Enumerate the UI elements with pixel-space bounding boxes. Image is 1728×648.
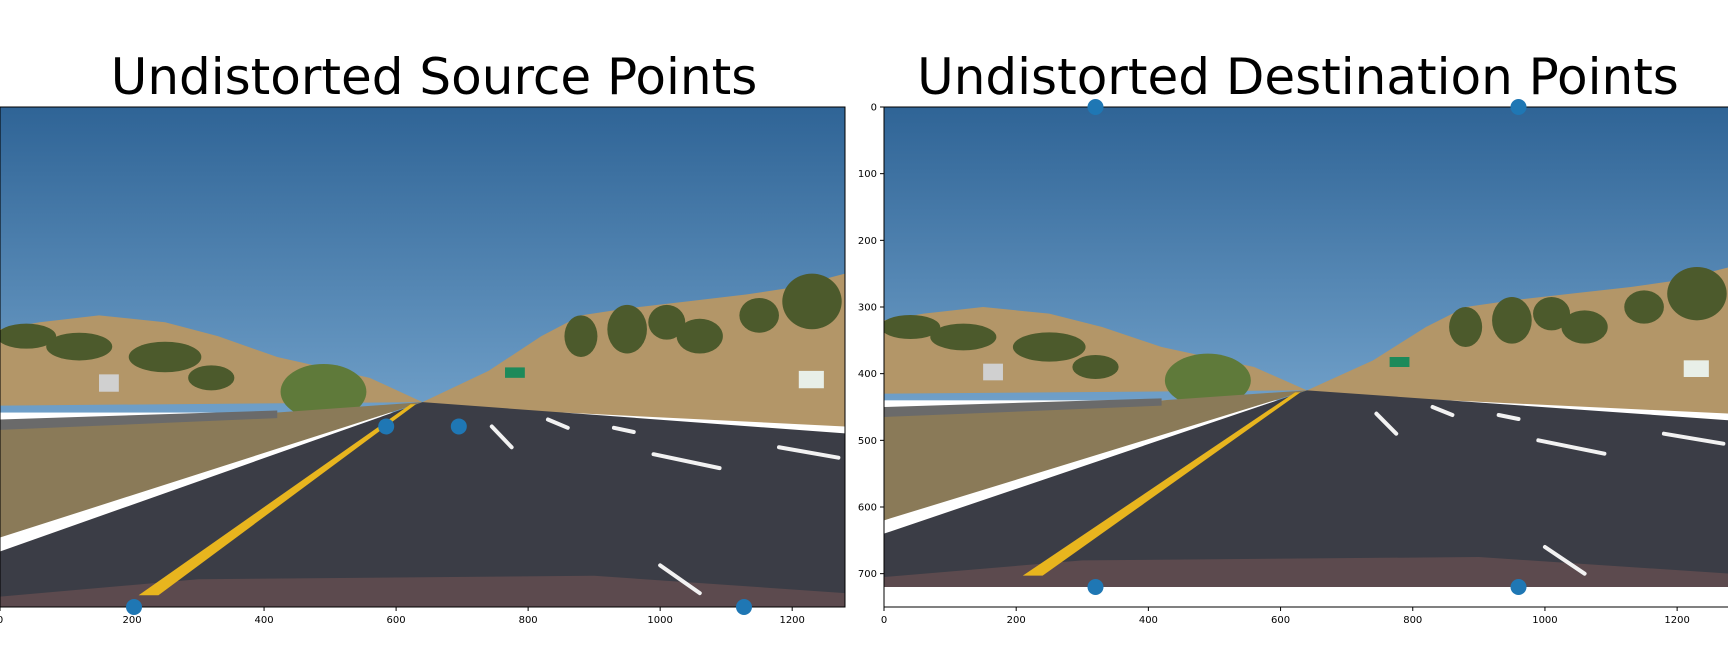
tree bbox=[782, 273, 842, 330]
tree bbox=[128, 341, 202, 373]
y-tick-label: 500 bbox=[858, 436, 877, 447]
tree bbox=[1492, 297, 1532, 344]
x-tick-label: 400 bbox=[255, 615, 274, 626]
x-tick-label: 200 bbox=[122, 615, 141, 626]
tree bbox=[1533, 297, 1571, 331]
lane-dash bbox=[1496, 413, 1521, 421]
tree bbox=[930, 323, 997, 351]
destination-points-plot: 0 200 400 600 800 1000 1200 0 100 200 300 400 500 600… bbox=[858, 99, 1728, 626]
axes-frame bbox=[0, 106, 846, 608]
tree bbox=[648, 304, 686, 340]
tree bbox=[188, 365, 235, 391]
tree bbox=[739, 297, 779, 333]
lane-dash bbox=[1661, 431, 1726, 446]
tree bbox=[1072, 355, 1119, 379]
x-tick-label: 600 bbox=[387, 615, 406, 626]
x-tick-label: 1000 bbox=[647, 615, 672, 626]
road-sign bbox=[798, 370, 824, 389]
x-tick-label: 1200 bbox=[1664, 615, 1689, 626]
yellow-lane bbox=[138, 404, 416, 596]
data-point bbox=[1510, 579, 1527, 595]
lane-dash bbox=[776, 445, 841, 460]
x-tick-label: 800 bbox=[519, 615, 538, 626]
lane-dash bbox=[489, 424, 514, 450]
lane-dash bbox=[1374, 411, 1399, 436]
tree bbox=[1561, 310, 1608, 344]
tree bbox=[1012, 332, 1086, 362]
source-points-plot: 0 200 400 600 800 1000 1200 bbox=[0, 106, 846, 626]
data-point bbox=[1087, 99, 1104, 115]
y-tick-label: 600 bbox=[858, 503, 877, 514]
barrier bbox=[0, 410, 278, 430]
x-tick-label: 600 bbox=[1271, 615, 1290, 626]
lane-dash bbox=[545, 417, 570, 430]
road-sign bbox=[505, 367, 525, 378]
x-tick-label: 0 bbox=[881, 615, 887, 626]
lane-dash bbox=[658, 563, 702, 596]
data-point bbox=[1087, 579, 1104, 595]
left-shoulder bbox=[0, 402, 423, 538]
bush bbox=[280, 363, 367, 420]
x-tick-label: 800 bbox=[1403, 615, 1422, 626]
road-sign bbox=[1683, 360, 1709, 377]
road-sign bbox=[1389, 357, 1410, 367]
lane-dash bbox=[611, 425, 636, 434]
source-points-chart: Undistorted Source Points 0 200 400 600 800 1… bbox=[0, 48, 846, 626]
tree bbox=[676, 318, 723, 354]
tree bbox=[0, 323, 57, 349]
tree bbox=[1667, 267, 1727, 321]
lane-dash bbox=[1542, 545, 1587, 576]
chart-title: Undistorted Source Points bbox=[110, 48, 758, 106]
y-tick-label: 0 bbox=[871, 103, 877, 114]
axes-frame bbox=[883, 106, 1728, 608]
data-point bbox=[1510, 99, 1527, 115]
chart-title: Undistorted Destination Points bbox=[917, 48, 1679, 106]
data-point bbox=[126, 599, 143, 615]
road-sign bbox=[983, 363, 1003, 381]
background-image bbox=[0, 107, 845, 607]
tree bbox=[1624, 290, 1664, 324]
tree bbox=[46, 332, 113, 361]
background-image bbox=[884, 107, 1728, 587]
x-tick-label: 0 bbox=[0, 615, 3, 626]
lane-dash bbox=[1430, 405, 1455, 417]
y-tick-label: 400 bbox=[858, 369, 877, 380]
yellow-lane bbox=[1022, 392, 1301, 576]
bush bbox=[1164, 353, 1251, 408]
y-tick-label: 100 bbox=[858, 169, 877, 180]
data-point bbox=[450, 418, 467, 435]
barrier bbox=[884, 398, 1162, 417]
car-hood bbox=[0, 575, 845, 607]
lane-dash bbox=[1536, 438, 1607, 456]
tree bbox=[884, 315, 941, 339]
x-tick-label: 400 bbox=[1139, 615, 1158, 626]
tree bbox=[607, 304, 647, 354]
y-tick-label: 200 bbox=[858, 236, 877, 247]
data-point bbox=[378, 418, 395, 435]
x-tick-label: 200 bbox=[1007, 615, 1026, 626]
data-point bbox=[735, 599, 752, 615]
destination-points-chart: Undistorted Destination Points 0 200 400 60… bbox=[858, 0, 1728, 648]
x-tick-label: 1000 bbox=[1532, 615, 1557, 626]
tree bbox=[564, 315, 598, 357]
y-tick-label: 700 bbox=[858, 569, 877, 580]
left-shoulder bbox=[884, 390, 1307, 521]
y-tick-label: 300 bbox=[858, 303, 877, 314]
lane-dash bbox=[651, 452, 722, 471]
road-sign bbox=[99, 374, 119, 392]
tree bbox=[1449, 307, 1483, 347]
x-tick-label: 1200 bbox=[779, 615, 804, 626]
